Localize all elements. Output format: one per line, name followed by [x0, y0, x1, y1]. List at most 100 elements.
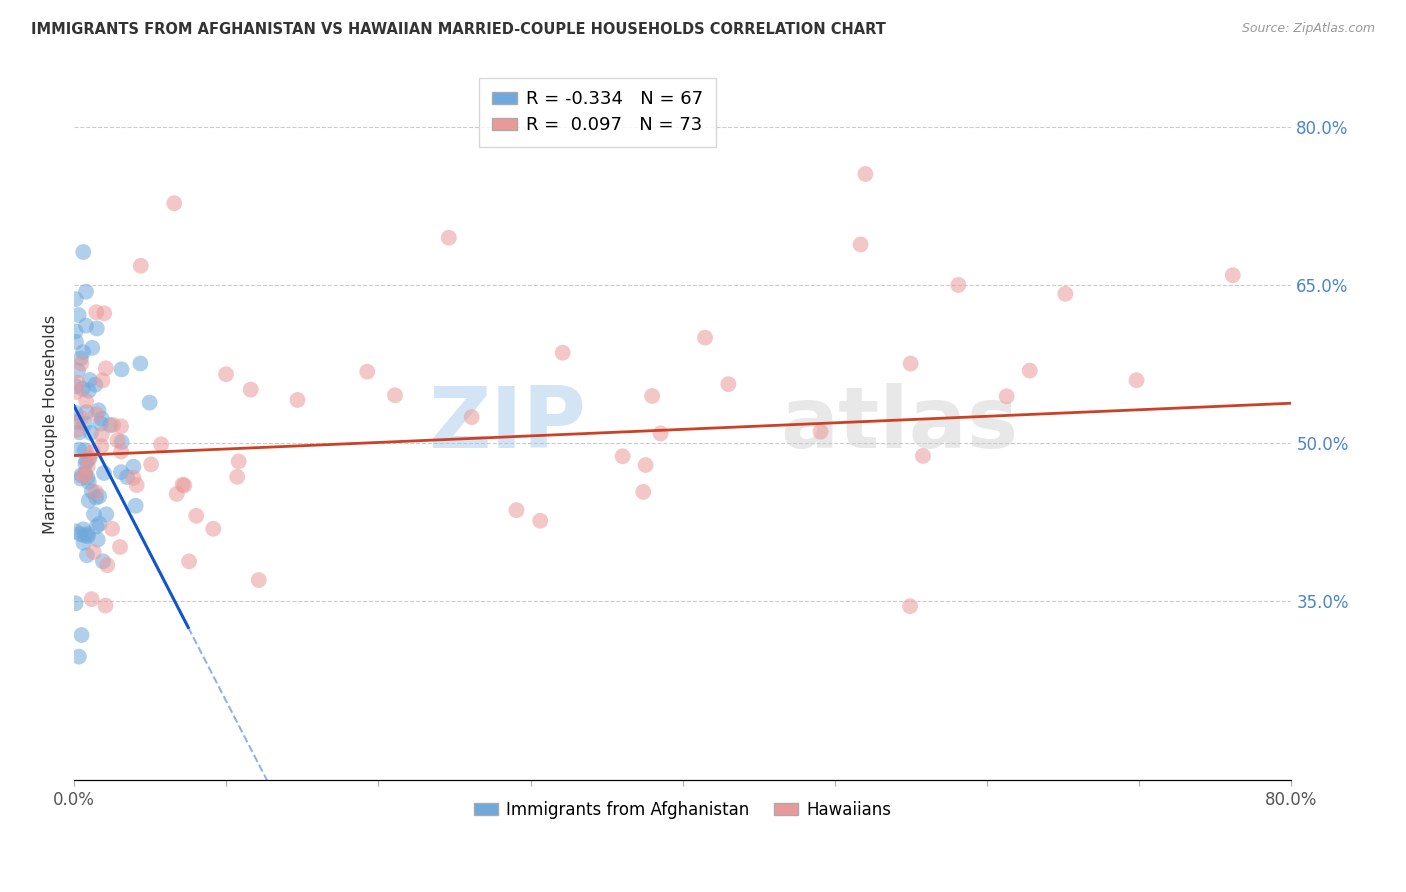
Point	[65, 334, 87, 349]
Point	[650, 426, 672, 441]
Point	[228, 454, 250, 468]
Point	[90, 427, 112, 442]
Point	[173, 478, 195, 492]
Point	[76, 529, 98, 543]
Point	[76, 405, 98, 419]
Point	[129, 357, 152, 371]
Point	[111, 435, 134, 450]
Text: ZIP: ZIP	[427, 383, 585, 466]
Point	[84, 485, 107, 500]
Point	[1125, 373, 1147, 387]
Point	[186, 508, 208, 523]
Point	[529, 514, 551, 528]
Point	[72, 536, 94, 550]
Point	[73, 528, 96, 542]
Point	[66, 415, 89, 429]
Point	[66, 376, 89, 390]
Point	[139, 458, 162, 472]
Point	[138, 395, 160, 409]
Point	[75, 468, 97, 483]
Point	[239, 383, 262, 397]
Point	[65, 524, 87, 539]
Point	[77, 493, 100, 508]
Point	[67, 308, 90, 322]
Point	[75, 457, 97, 471]
Point	[76, 459, 98, 474]
Point	[65, 292, 87, 306]
Y-axis label: Married-couple Households: Married-couple Households	[44, 315, 58, 534]
Point	[70, 628, 93, 642]
Point	[79, 373, 101, 387]
Point	[177, 554, 200, 568]
Point	[172, 477, 194, 491]
Point	[129, 259, 152, 273]
Point	[91, 554, 114, 568]
Point	[98, 418, 121, 433]
Point	[810, 425, 832, 439]
Point	[1018, 363, 1040, 377]
Point	[96, 558, 118, 573]
Point	[94, 361, 117, 376]
Point	[80, 484, 103, 499]
Text: atlas: atlas	[780, 383, 1018, 466]
Point	[72, 345, 94, 359]
Point	[86, 519, 108, 533]
Point	[693, 330, 716, 344]
Point	[65, 325, 87, 339]
Point	[948, 277, 970, 292]
Point	[900, 357, 922, 371]
Point	[73, 417, 96, 431]
Point	[80, 425, 103, 440]
Point	[612, 450, 634, 464]
Point	[995, 389, 1018, 403]
Point	[90, 411, 112, 425]
Point	[110, 465, 132, 479]
Point	[115, 470, 138, 484]
Point	[94, 599, 117, 613]
Point	[77, 475, 100, 489]
Point	[634, 458, 657, 472]
Point	[84, 491, 107, 505]
Point	[75, 285, 97, 299]
Point	[551, 345, 574, 359]
Point	[287, 392, 309, 407]
Point	[91, 374, 114, 388]
Point	[202, 522, 225, 536]
Point	[80, 592, 103, 607]
Point	[110, 362, 132, 376]
Point	[93, 306, 115, 320]
Point	[86, 533, 108, 547]
Point	[86, 321, 108, 335]
Point	[75, 394, 97, 409]
Point	[75, 467, 97, 481]
Point	[1222, 268, 1244, 283]
Point	[65, 384, 87, 399]
Point	[93, 466, 115, 480]
Point	[69, 351, 91, 366]
Point	[163, 196, 186, 211]
Point	[70, 411, 93, 425]
Point	[67, 649, 90, 664]
Point	[633, 484, 655, 499]
Point	[107, 434, 129, 448]
Point	[356, 365, 378, 379]
Point	[505, 503, 527, 517]
Point	[86, 305, 108, 319]
Point	[166, 487, 188, 501]
Point	[77, 451, 100, 466]
Point	[70, 468, 93, 483]
Point	[226, 470, 249, 484]
Point	[125, 478, 148, 492]
Point	[384, 388, 406, 402]
Point	[101, 417, 124, 432]
Point	[122, 471, 145, 485]
Point	[849, 237, 872, 252]
Point	[898, 599, 921, 614]
Point	[76, 526, 98, 541]
Point	[108, 540, 131, 554]
Point	[67, 425, 90, 440]
Point	[72, 245, 94, 260]
Legend: Immigrants from Afghanistan, Hawaiians: Immigrants from Afghanistan, Hawaiians	[468, 794, 898, 825]
Point	[69, 471, 91, 485]
Text: Source: ZipAtlas.com: Source: ZipAtlas.com	[1241, 22, 1375, 36]
